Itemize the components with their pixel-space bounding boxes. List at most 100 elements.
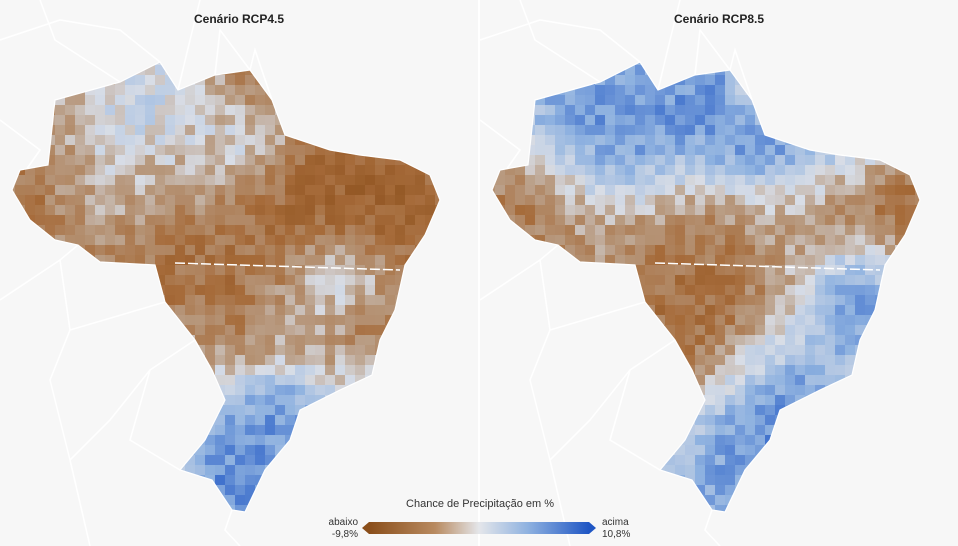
grid-cell xyxy=(595,385,606,396)
grid-cell xyxy=(275,175,286,186)
grid-cell xyxy=(545,75,556,86)
grid-cell xyxy=(125,105,136,116)
grid-cell xyxy=(905,415,916,426)
grid-cell xyxy=(45,505,56,512)
grid-cell xyxy=(295,175,306,186)
grid-cell xyxy=(345,455,356,466)
legend-left-arrow xyxy=(362,522,369,534)
grid-cell xyxy=(325,485,336,496)
grid-cell xyxy=(925,95,936,106)
grid-cell xyxy=(685,285,696,296)
grid-cell xyxy=(165,315,176,326)
grid-cell xyxy=(75,435,86,446)
grid-cell xyxy=(635,345,646,356)
grid-cell xyxy=(645,155,656,166)
grid-cell xyxy=(165,365,176,376)
grid-cell xyxy=(865,125,876,136)
grid-cell xyxy=(215,315,226,326)
grid-cell xyxy=(785,345,796,356)
grid-cell xyxy=(345,435,356,446)
grid-cell xyxy=(305,435,316,446)
grid-cell xyxy=(205,305,216,316)
grid-cell xyxy=(285,175,296,186)
grid-cell xyxy=(145,135,156,146)
grid-cell xyxy=(705,95,716,106)
grid-cell xyxy=(365,445,376,456)
grid-cell xyxy=(245,375,256,386)
grid-cell xyxy=(765,375,776,386)
grid-cell xyxy=(495,385,506,396)
grid-cell xyxy=(305,425,316,436)
grid-cell xyxy=(675,435,686,446)
grid-cell xyxy=(325,235,336,246)
grid-cell xyxy=(755,285,766,296)
grid-cell xyxy=(845,145,856,156)
grid-cell xyxy=(355,385,366,396)
grid-cell xyxy=(355,235,366,246)
grid-cell xyxy=(125,245,136,256)
grid-cell xyxy=(165,495,176,506)
map-panel-rcp45: Cenário RCP4.5 xyxy=(0,0,478,546)
grid-cell xyxy=(345,235,356,246)
grid-cell xyxy=(895,105,906,116)
grid-cell xyxy=(245,415,256,426)
grid-cell xyxy=(135,125,146,136)
grid-cell xyxy=(205,215,216,226)
grid-cell xyxy=(715,345,726,356)
grid-cell xyxy=(445,285,456,296)
grid-cell xyxy=(65,165,76,176)
grid-cell xyxy=(435,485,440,496)
grid-cell xyxy=(605,245,616,256)
grid-cell xyxy=(355,205,366,216)
grid-cell xyxy=(415,485,426,496)
grid-cell xyxy=(675,385,686,396)
grid-cell xyxy=(695,475,706,486)
grid-cell xyxy=(495,335,506,346)
grid-cell xyxy=(185,85,196,96)
grid-cell xyxy=(315,465,326,476)
grid-cell xyxy=(495,375,506,386)
grid-cell xyxy=(565,225,576,236)
grid-cell xyxy=(625,385,636,396)
grid-cell xyxy=(205,165,216,176)
grid-cell xyxy=(825,65,836,76)
grid-cell xyxy=(405,465,416,476)
grid-cell xyxy=(215,95,226,106)
grid-cell xyxy=(275,185,286,196)
grid-cell xyxy=(415,405,426,416)
grid-cell xyxy=(905,245,916,256)
grid-cell xyxy=(15,235,26,246)
grid-cell xyxy=(355,245,366,256)
grid-cell xyxy=(635,85,646,96)
grid-cell xyxy=(435,155,440,166)
grid-cell xyxy=(675,285,686,296)
grid-cell xyxy=(565,345,576,356)
grid-cell xyxy=(915,515,926,526)
grid-cell xyxy=(905,335,916,346)
grid-cell xyxy=(575,325,586,336)
grid-cell xyxy=(435,395,440,406)
grid-cell xyxy=(825,275,836,286)
grid-cell xyxy=(205,505,216,512)
grid-cell xyxy=(885,165,896,176)
grid-cell xyxy=(75,65,86,76)
grid-cell xyxy=(925,165,936,176)
grid-cell xyxy=(655,135,666,146)
grid-cell xyxy=(125,85,136,96)
grid-cell xyxy=(275,375,286,386)
grid-cell xyxy=(605,475,616,486)
grid-cell xyxy=(915,175,920,186)
grid-cell xyxy=(615,145,626,156)
grid-cell xyxy=(265,355,276,366)
grid-cell xyxy=(565,125,576,136)
grid-cell xyxy=(65,115,76,126)
grid-cell xyxy=(885,355,896,366)
grid-cell xyxy=(775,295,786,306)
grid-cell xyxy=(75,395,86,406)
grid-cell xyxy=(595,65,606,76)
grid-cell xyxy=(735,165,746,176)
grid-cell xyxy=(725,305,736,316)
grid-cell xyxy=(125,195,136,206)
grid-cell xyxy=(615,275,626,286)
grid-cell xyxy=(305,195,316,206)
